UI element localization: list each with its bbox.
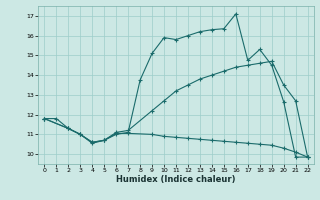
- X-axis label: Humidex (Indice chaleur): Humidex (Indice chaleur): [116, 175, 236, 184]
